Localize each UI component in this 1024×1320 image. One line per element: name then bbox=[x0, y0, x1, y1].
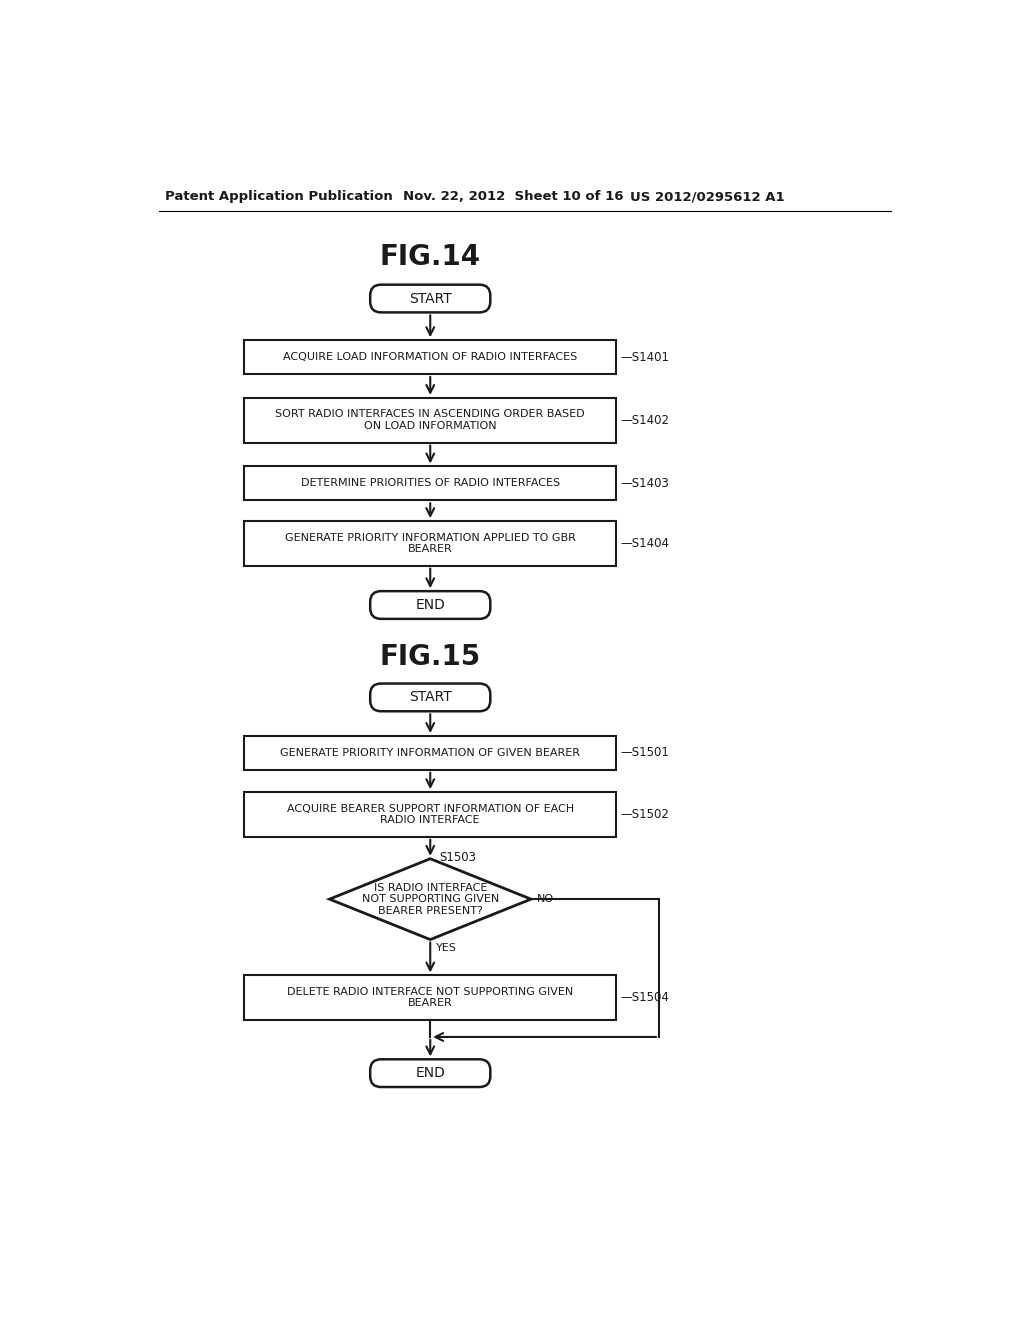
Text: FIG.15: FIG.15 bbox=[380, 643, 481, 672]
Polygon shape bbox=[330, 859, 531, 940]
Text: GENERATE PRIORITY INFORMATION APPLIED TO GBR
BEARER: GENERATE PRIORITY INFORMATION APPLIED TO… bbox=[285, 532, 575, 554]
Text: —S1502: —S1502 bbox=[621, 808, 670, 821]
Text: END: END bbox=[416, 1067, 445, 1080]
Text: S1503: S1503 bbox=[439, 850, 476, 863]
Text: —S1501: —S1501 bbox=[621, 746, 670, 759]
Text: —S1402: —S1402 bbox=[621, 413, 670, 426]
FancyBboxPatch shape bbox=[245, 737, 616, 770]
FancyBboxPatch shape bbox=[245, 397, 616, 442]
FancyBboxPatch shape bbox=[245, 466, 616, 500]
FancyBboxPatch shape bbox=[371, 591, 490, 619]
FancyBboxPatch shape bbox=[371, 285, 490, 313]
Text: DETERMINE PRIORITIES OF RADIO INTERFACES: DETERMINE PRIORITIES OF RADIO INTERFACES bbox=[301, 478, 560, 488]
Text: ACQUIRE LOAD INFORMATION OF RADIO INTERFACES: ACQUIRE LOAD INFORMATION OF RADIO INTERF… bbox=[283, 352, 578, 362]
Text: —S1404: —S1404 bbox=[621, 537, 670, 550]
Text: —S1403: —S1403 bbox=[621, 477, 670, 490]
FancyBboxPatch shape bbox=[245, 792, 616, 837]
FancyBboxPatch shape bbox=[371, 684, 490, 711]
Text: FIG.14: FIG.14 bbox=[380, 243, 481, 271]
Text: DELETE RADIO INTERFACE NOT SUPPORTING GIVEN
BEARER: DELETE RADIO INTERFACE NOT SUPPORTING GI… bbox=[287, 987, 573, 1008]
Text: —S1504: —S1504 bbox=[621, 991, 670, 1005]
Text: SORT RADIO INTERFACES IN ASCENDING ORDER BASED
ON LOAD INFORMATION: SORT RADIO INTERFACES IN ASCENDING ORDER… bbox=[275, 409, 585, 432]
Text: IS RADIO INTERFACE
NOT SUPPORTING GIVEN
BEARER PRESENT?: IS RADIO INTERFACE NOT SUPPORTING GIVEN … bbox=[361, 883, 499, 916]
Text: END: END bbox=[416, 598, 445, 612]
FancyBboxPatch shape bbox=[245, 521, 616, 566]
Text: US 2012/0295612 A1: US 2012/0295612 A1 bbox=[630, 190, 784, 203]
FancyBboxPatch shape bbox=[245, 975, 616, 1020]
Text: NO: NO bbox=[538, 894, 554, 904]
Text: GENERATE PRIORITY INFORMATION OF GIVEN BEARER: GENERATE PRIORITY INFORMATION OF GIVEN B… bbox=[281, 748, 581, 758]
Text: Patent Application Publication: Patent Application Publication bbox=[165, 190, 393, 203]
FancyBboxPatch shape bbox=[245, 341, 616, 374]
Text: Nov. 22, 2012  Sheet 10 of 16: Nov. 22, 2012 Sheet 10 of 16 bbox=[403, 190, 624, 203]
Text: —S1401: —S1401 bbox=[621, 351, 670, 363]
FancyBboxPatch shape bbox=[371, 1059, 490, 1088]
Text: START: START bbox=[409, 292, 452, 305]
Text: ACQUIRE BEARER SUPPORT INFORMATION OF EACH
RADIO INTERFACE: ACQUIRE BEARER SUPPORT INFORMATION OF EA… bbox=[287, 804, 573, 825]
Text: YES: YES bbox=[436, 942, 458, 953]
Text: START: START bbox=[409, 690, 452, 705]
